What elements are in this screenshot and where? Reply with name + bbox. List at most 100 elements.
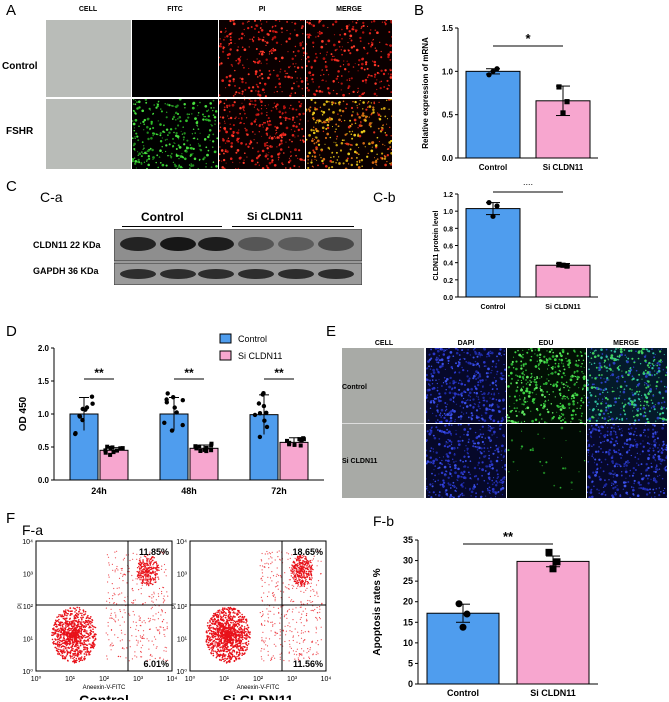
flow-event <box>109 602 111 604</box>
cell-dot <box>652 405 656 408</box>
cell-dot <box>435 379 437 382</box>
cell-dot <box>460 393 462 395</box>
cell-dot <box>133 147 136 151</box>
cell-dot <box>501 466 503 468</box>
cell-dot <box>255 48 258 50</box>
cell-dot <box>496 473 499 476</box>
cell-dot <box>636 434 638 437</box>
cell-dot <box>587 404 589 407</box>
cell-dot <box>298 123 301 125</box>
cell-dot <box>232 78 235 81</box>
cell-dot <box>648 373 651 376</box>
cell-dot <box>159 134 162 137</box>
flow-event <box>119 609 121 611</box>
cell-dot <box>440 348 443 350</box>
cell-dot <box>637 458 640 460</box>
flow-event <box>148 560 151 562</box>
cell-dot <box>588 454 590 457</box>
cell-dot <box>541 393 544 397</box>
flow-event <box>89 623 92 625</box>
cell-dot <box>453 464 457 467</box>
cell-dot <box>660 463 662 465</box>
flow-event <box>89 637 91 639</box>
flow-event <box>77 631 80 633</box>
cell-dot <box>308 151 311 155</box>
cell-dot <box>306 138 308 141</box>
cell-dot <box>430 496 433 498</box>
cell-dot <box>614 472 616 474</box>
cell-dot <box>344 167 348 169</box>
cell-dot <box>437 479 440 482</box>
cell-dot <box>352 100 354 103</box>
flow-event <box>112 644 114 646</box>
cell-dot <box>358 147 360 149</box>
cell-dot <box>565 381 568 384</box>
cell-dot <box>572 400 575 403</box>
cell-dot <box>627 402 630 405</box>
cell-dot <box>254 118 257 121</box>
flow-event <box>67 624 69 626</box>
band-cldn11 <box>120 237 156 251</box>
flow-event <box>74 607 76 610</box>
cell-dot <box>430 447 433 449</box>
cell-dot <box>459 436 461 438</box>
cell-dot <box>459 379 461 381</box>
cell-dot <box>352 21 354 23</box>
cell-dot <box>291 57 294 61</box>
cell-dot <box>480 390 482 393</box>
cell-dot <box>550 419 552 421</box>
significance-mark: ** <box>274 366 284 380</box>
cell-dot <box>481 425 484 428</box>
flow-event <box>85 617 88 620</box>
cell-dot <box>660 361 662 363</box>
cell-dot <box>645 493 649 496</box>
cell-dot <box>524 362 527 366</box>
cell-dot <box>437 419 439 421</box>
cell-dot <box>191 106 195 110</box>
cell-dot <box>606 463 609 466</box>
flow-event <box>80 632 83 634</box>
cell-dot <box>176 168 179 169</box>
flow-event <box>61 652 64 655</box>
cell-dot <box>630 454 632 457</box>
cell-dot <box>509 371 513 375</box>
cell-dot <box>448 391 452 395</box>
flow-event <box>167 659 169 661</box>
cell-dot <box>253 27 257 30</box>
cell-dot <box>657 447 659 449</box>
cell-dot <box>432 371 436 374</box>
cell-dot <box>628 449 631 451</box>
cell-dot <box>580 419 582 421</box>
flow-event <box>143 634 145 636</box>
cell-dot <box>272 107 274 109</box>
cell-dot <box>623 484 627 488</box>
cell-dot <box>343 119 346 122</box>
cell-dot <box>572 403 575 406</box>
cell-dot <box>222 137 224 140</box>
micrograph-merge-si-e <box>587 424 667 498</box>
cell-dot <box>608 359 610 361</box>
flow-event <box>140 582 143 584</box>
flow-event <box>57 643 59 645</box>
cell-dot <box>239 77 241 79</box>
cell-dot <box>254 133 256 135</box>
cell-dot <box>306 58 308 60</box>
cell-dot <box>566 396 569 398</box>
cell-dot <box>312 131 316 135</box>
flow-event <box>161 621 163 623</box>
cell-dot <box>255 24 257 26</box>
cell-dot <box>544 421 546 423</box>
cell-dot <box>188 167 191 169</box>
cell-dot <box>530 376 532 379</box>
cell-dot <box>294 66 296 68</box>
cell-dot <box>637 481 641 484</box>
cell-dot <box>568 407 571 409</box>
flow-event <box>59 636 62 639</box>
flow-event <box>88 634 90 637</box>
cell-dot <box>462 460 464 463</box>
cell-dot <box>501 477 504 480</box>
cell-dot <box>588 476 591 479</box>
cell-dot <box>508 405 511 408</box>
cell-dot <box>338 46 341 48</box>
cell-dot <box>628 397 631 400</box>
